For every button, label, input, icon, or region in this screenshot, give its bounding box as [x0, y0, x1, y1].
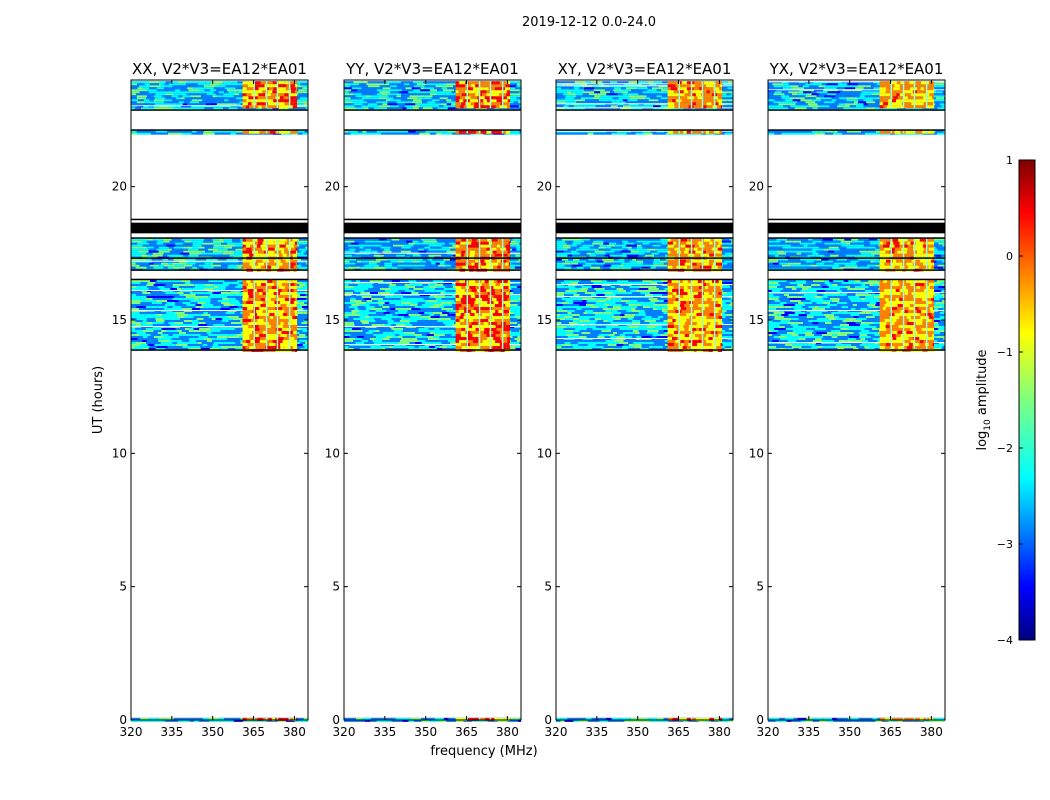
colorbar: 1 0 −1 −2 −3 −4 log10 amplitude [975, 154, 1036, 647]
y-tick-label: 0 [332, 713, 340, 727]
y-axis-label: UT (hours) [91, 366, 106, 434]
y-tick-label: 10 [537, 446, 552, 460]
panel-title: YY, V2*V3=EA12*EA01 [345, 60, 519, 78]
panel-title: YX, V2*V3=EA12*EA01 [769, 60, 944, 78]
figure-title: 2019-12-12 0.0-24.0 [522, 15, 656, 30]
y-tick-label: 20 [112, 180, 127, 194]
colorbar-label: log10 amplitude [975, 349, 993, 450]
x-tick-label: 320 [333, 725, 356, 739]
x-tick-label: 350 [201, 725, 224, 739]
x-tick-label: 335 [373, 725, 396, 739]
colorbar-tick-label: −1 [997, 346, 1013, 359]
panel-4: YX, V2*V3=EA12*EA01 320 335 350 365 380 0 5 10 15… [749, 60, 946, 739]
x-tick-label: 335 [160, 725, 183, 739]
x-tick-label: 365 [879, 725, 902, 739]
panel-frame [130, 79, 309, 721]
y-tick-label: 5 [756, 580, 764, 594]
x-tick-label: 350 [414, 725, 437, 739]
y-tick-label: 0 [544, 713, 552, 727]
heatmap-panel-4 [768, 81, 945, 722]
colorbar-tick-label: −2 [997, 442, 1013, 455]
panel-title: XY, V2*V3=EA12*EA01 [558, 60, 732, 78]
heatmap-panel-3 [556, 81, 733, 722]
y-tick-label: 0 [119, 713, 127, 727]
x-tick-label: 335 [585, 725, 608, 739]
heatmap-panel-1 [131, 81, 308, 722]
y-tick-label: 0 [756, 713, 764, 727]
panel-frame [555, 79, 734, 721]
x-tick-label: 365 [242, 725, 265, 739]
colorbar-tick-label: −3 [997, 538, 1013, 551]
colorbar-tick-label: −4 [997, 634, 1013, 647]
panel-1: XX, V2*V3=EA12*EA01 320 335 350 365 380 0 5 10 15… [112, 60, 309, 739]
y-tick-label: 15 [749, 313, 764, 327]
x-tick-label: 350 [626, 725, 649, 739]
y-tick-label: 10 [749, 446, 764, 460]
heatmap-panel-2 [344, 81, 521, 722]
y-tick-label: 15 [112, 313, 127, 327]
panel-title: XX, V2*V3=EA12*EA01 [132, 60, 307, 78]
y-tick-label: 5 [332, 580, 340, 594]
x-tick-label: 335 [797, 725, 820, 739]
x-tick-label: 320 [545, 725, 568, 739]
colorbar-tick-label: 1 [1006, 154, 1013, 167]
panel-frame [767, 79, 946, 721]
colorbar-tick-label: 0 [1006, 250, 1013, 263]
y-tick-label: 20 [537, 180, 552, 194]
y-tick-label: 5 [119, 580, 127, 594]
x-tick-label: 380 [708, 725, 731, 739]
y-tick-label: 10 [112, 446, 127, 460]
x-axis-label: frequency (MHz) [430, 744, 537, 759]
x-tick-label: 320 [120, 725, 143, 739]
colorbar-gradient [1018, 159, 1036, 641]
y-tick-label: 20 [749, 180, 764, 194]
y-tick-label: 15 [537, 313, 552, 327]
y-tick-label: 5 [544, 580, 552, 594]
x-tick-label: 350 [838, 725, 861, 739]
x-tick-label: 365 [455, 725, 478, 739]
x-tick-label: 380 [283, 725, 306, 739]
panel-3: XY, V2*V3=EA12*EA01 320 335 350 365 380 0 5 10 15… [537, 60, 734, 739]
panel-2: YY, V2*V3=EA12*EA01 320 335 350 365 380 0 5 10 15… [325, 60, 522, 739]
x-tick-label: 320 [757, 725, 780, 739]
y-tick-label: 15 [325, 313, 340, 327]
x-tick-label: 380 [920, 725, 943, 739]
y-tick-label: 20 [325, 180, 340, 194]
y-tick-label: 10 [325, 446, 340, 460]
x-tick-label: 380 [496, 725, 519, 739]
panel-frame [343, 79, 522, 721]
x-tick-label: 365 [667, 725, 690, 739]
